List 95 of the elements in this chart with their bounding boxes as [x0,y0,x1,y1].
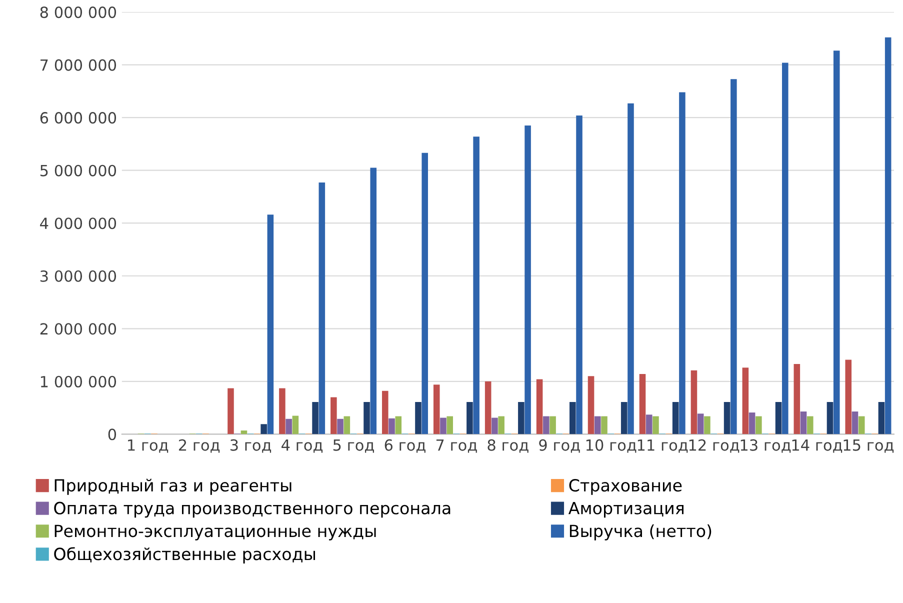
bar [620,402,628,434]
bar [697,414,704,434]
legend-label: Ремонтно-эксплуатационные нужды [54,524,376,540]
bar [679,92,686,434]
bar [570,402,576,434]
x-tick-label: 14 год [792,439,842,453]
bar [312,402,318,434]
bar [446,416,453,434]
bar [543,416,550,434]
bar [267,214,274,434]
bar [724,402,730,434]
bar [370,168,377,434]
bar [601,416,608,434]
x-tick-label: 1 год [128,439,168,453]
bar [690,370,698,434]
bar [845,360,852,434]
bar [807,416,814,434]
bar [704,416,710,434]
legend-label: Амортизация [568,502,684,518]
x-tick-label: 4 год [282,439,323,453]
y-tick-label: 0 [108,428,116,440]
bar [646,414,652,434]
bar [833,50,840,434]
y-tick-label: 5 000 000 [40,164,116,176]
bar [260,424,267,434]
bar [492,418,498,434]
bar [395,416,402,434]
x-tick-label: 11 год [638,439,688,453]
bar [639,374,646,434]
bar [858,416,865,434]
bar [484,381,492,434]
bar [800,411,807,434]
x-tick-label: 9 год [539,439,580,453]
bar [286,418,292,434]
bar [318,182,326,434]
x-tick-label: 6 год [384,439,426,453]
bar [852,411,858,434]
x-tick-label: 13 год [740,439,791,453]
bar [466,402,473,434]
y-tick-label: 3 000 000 [40,270,116,282]
y-tick-label: 4 000 000 [40,218,116,230]
bar [415,402,422,434]
bar [775,402,782,434]
bar [550,416,556,434]
bar [498,416,504,434]
bar [594,416,601,434]
bar [473,136,480,434]
legend-label: Оплата труда производственного персонала [54,502,450,518]
y-tick-label: 1 000 000 [40,376,116,388]
legend-label: Выручка (нетто) [570,524,712,540]
x-tick-label: 3 год [230,439,272,453]
x-tick-label: 7 год [436,439,477,453]
bar [337,418,344,434]
bar [652,416,659,434]
y-tick-label: 6 000 000 [40,112,116,124]
bar [588,376,594,434]
bar [730,79,737,434]
bar [672,402,679,434]
bar [518,402,524,434]
x-tick-label: 12 год [689,439,740,453]
bar [344,416,350,434]
bar [826,402,834,434]
x-tick-label: 15 год [844,439,894,453]
bar [422,152,428,434]
bar [576,115,582,434]
x-tick-label: 5 год [333,439,374,453]
bar [782,62,788,434]
x-tick-label: 10 год [586,439,636,453]
bar [388,418,395,434]
bar [330,397,337,434]
bar [382,390,388,434]
bar [279,388,286,434]
bar [756,416,762,434]
bar [748,412,756,434]
bar [433,384,440,434]
y-tick-label: 2 000 000 [40,323,116,335]
legend-label: Общехозяйственные расходы [54,547,315,564]
bar [524,126,531,434]
bar [628,103,634,434]
legend-label: Страхование [569,479,682,495]
bar [440,418,446,434]
y-tick-label: 8 000 000 [40,6,116,18]
x-tick-label: 2 год [178,439,220,453]
legend-label: Природный газ и реагенты [54,478,292,495]
bar [228,388,234,434]
bar [794,364,800,434]
bar [742,368,749,434]
bar [240,430,248,434]
bar [364,402,370,434]
x-tick-label: 8 год [488,439,528,453]
bar [884,37,892,434]
y-tick-label: 7 000 000 [40,59,116,71]
bar [536,379,543,434]
bar [878,402,885,434]
bar [292,416,299,434]
